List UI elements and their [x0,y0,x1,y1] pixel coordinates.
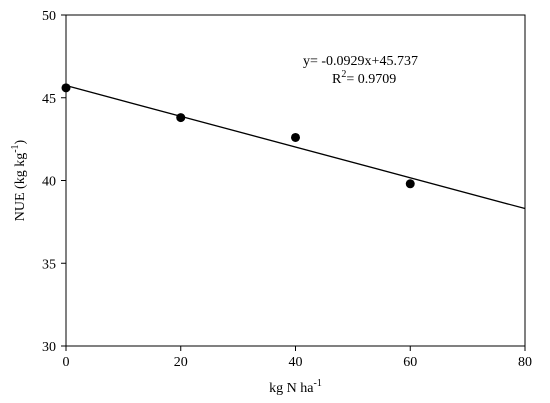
y-axis-label-superscript: -1 [10,144,21,152]
r-squared-annotation: R2= 0.9709 [332,69,396,87]
r-squared-value: = 0.9709 [346,72,396,87]
y-axis-label: NUE (kg kg-1) [10,139,28,221]
x-axis-ticks: 0 20 40 60 80 [63,346,532,370]
r-squared-superscript: 2 [341,69,346,80]
x-axis-label-superscript: -1 [313,378,321,389]
y-tick-label: 40 [42,175,56,190]
trendline-group [65,84,526,210]
y-axis-label-close: ) [13,139,28,144]
plot-area [65,14,526,347]
data-point [291,132,300,142]
y-axis-ticks: 30 35 40 45 50 [42,9,66,355]
y-axis-label-text: NUE (kg kg [13,153,28,221]
regression-equation: y= -0.0929x+45.737 [303,54,418,69]
x-tick-label: 40 [289,355,303,370]
plot-frame [65,14,526,347]
x-axis-label: kg N ha-1 [269,378,322,396]
data-point [176,113,186,123]
data-point [405,179,415,189]
x-tick-label: 20 [174,355,188,370]
y-tick-label: 30 [42,340,56,355]
x-tick-label: 80 [518,355,532,370]
x-axis-label-text: kg N ha [269,381,314,396]
x-tick-label: 0 [63,355,70,370]
data-point [61,83,71,93]
data-points [61,83,415,189]
regression-line [65,84,526,210]
x-tick-label: 60 [403,355,417,370]
r-squared-prefix: R [332,72,342,87]
y-tick-label: 45 [42,92,56,107]
y-tick-label: 35 [42,257,56,272]
y-tick-label: 50 [42,9,56,24]
